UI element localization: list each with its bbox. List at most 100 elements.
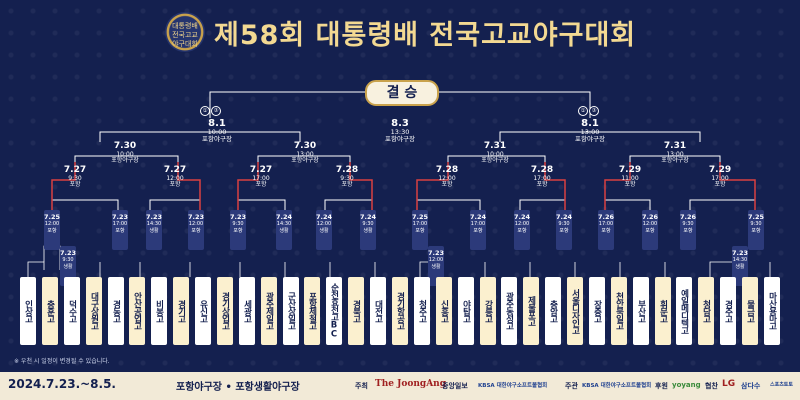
team-name: 휘문고 [655, 277, 671, 345]
game-venue: 포항 [191, 228, 201, 234]
rain-note: ※ 우천 시 일정이 변경될 수 있습니다. [14, 358, 110, 365]
game-date: 7.27 [163, 165, 187, 175]
game-time: 17:00 [533, 174, 551, 182]
game-venue: 생활 [431, 264, 441, 270]
team-name: 신흥고 [436, 277, 452, 345]
logo-text-1: 대통령배 [172, 22, 198, 30]
game-venue: 포항 [601, 228, 611, 234]
game-time: 17:00 [470, 221, 486, 227]
game-time: 17:00 [598, 221, 614, 227]
game-date: 7.23 [732, 249, 749, 257]
game-date: 7.27 [63, 165, 87, 175]
team-name: 인상고 [20, 277, 36, 345]
game-date: 7.24 [360, 213, 377, 221]
game-date: 8.1 [581, 118, 599, 129]
first-round-game: 7.23 12:00 생활 [428, 246, 444, 286]
team-name: 대전고 [370, 277, 386, 345]
team-name: 경기상업고 [217, 277, 233, 345]
team-name: 충훈고 [42, 277, 58, 345]
first-round-game: 7.23 14:30 생활 [732, 246, 748, 286]
game-venue: 포항 [517, 228, 527, 234]
game-time: 12:00 [438, 174, 456, 182]
game-venue: 포항 [233, 228, 243, 234]
game-date: 7.28 [435, 165, 459, 175]
logo-text-2: 전국고교 [172, 31, 198, 39]
game-venue: 생활 [279, 228, 289, 234]
game-venue: 포항야구장 [575, 135, 605, 144]
team-name: 경주고 [720, 277, 736, 345]
game-time: 12:00 [44, 221, 60, 227]
game-time: 13:00 [666, 150, 684, 158]
sponsor-toto: 스포츠토토 [770, 382, 794, 388]
first-round-game: 7.24 17:00 포항 [470, 210, 486, 250]
team-name: 강릉고 [480, 277, 496, 345]
round16-game-6: 7.28 17:00 포항 [517, 165, 567, 189]
game-time: 9:30 [62, 257, 74, 263]
team-name: 덕수고 [64, 277, 80, 345]
game-date: 7.31 [663, 141, 687, 151]
footer: 2024.7.23.~8.5. 포항야구장 • 포항생활야구장 주최 The J… [0, 372, 800, 400]
final-game: 8.3 13:30 포항야구장 [375, 118, 425, 143]
game-time: 10:00 [116, 150, 134, 158]
team-name: 청담고 [698, 277, 714, 345]
game-venue: 포항야구장 [202, 135, 232, 144]
first-round-game: 7.24 9:30 포항 [556, 210, 572, 250]
first-round-game: 7.24 14:30 생활 [276, 210, 292, 250]
round16-game-5: 7.28 12:00 포항 [422, 165, 472, 189]
game-date: 7.30 [113, 141, 137, 151]
game-venue: 생활 [149, 228, 159, 234]
game-venue: 포항 [559, 228, 569, 234]
sponsor-lg: LG [722, 379, 736, 389]
game-date: 8.1 [208, 118, 226, 129]
team-name: 광주제일고 [261, 277, 277, 345]
game-date: 7.26 [598, 213, 615, 221]
first-round-game: 7.25 17:00 포항 [412, 210, 428, 250]
support-label: 후원 [655, 382, 668, 390]
team-name: 안산공업고 [129, 277, 145, 345]
team-name: 경기항공고 [392, 277, 408, 345]
page-title: 제58회 대통령배 전국고교야구대회 [214, 20, 637, 51]
game-time: 13:30 [390, 128, 410, 136]
team-name: 청주고 [414, 277, 430, 345]
game-date: 7.23 [60, 249, 77, 257]
game-date: 7.29 [618, 165, 642, 175]
game-date: 7.30 [293, 141, 317, 151]
team-name: 군산상일고 [283, 277, 299, 345]
game-venue: 포항 [645, 228, 655, 234]
team-name: 대구상원고 [86, 277, 102, 345]
game-date: 7.23 [146, 213, 163, 221]
first-round-game: 7.26 9:30 포항 [680, 210, 696, 250]
game-date: 7.24 [316, 213, 333, 221]
team-name: 부산고 [633, 277, 649, 345]
seed-circle: ① [200, 106, 210, 116]
first-round-game: 7.26 17:00 포항 [598, 210, 614, 250]
first-round-game: 7.24 12:00 생활 [316, 210, 332, 250]
game-venue: 생활 [363, 228, 373, 234]
quarterfinal-3: 7.31 10:00 포항야구장 [470, 141, 520, 165]
team-name: 충암고 [545, 277, 561, 345]
game-date: 7.26 [680, 213, 697, 221]
sponsor-joongang: The JoongAng [375, 379, 447, 389]
round16-game-2: 7.27 12:00 포항 [150, 165, 200, 189]
game-date: 7.24 [470, 213, 487, 221]
game-time: 10:00 [486, 150, 504, 158]
team-name: 경북고 [348, 277, 364, 345]
game-date: 7.27 [249, 165, 273, 175]
first-round-game: 7.24 9:30 생활 [360, 210, 376, 250]
game-venue: 포항 [441, 181, 453, 189]
round16-game-3: 7.27 17:00 포항 [236, 165, 286, 189]
game-date: 7.24 [514, 213, 531, 221]
tournament-venue: 포항야구장 • 포항생활야구장 [176, 382, 300, 393]
game-venue: 포항 [47, 228, 57, 234]
game-date: 7.25 [748, 213, 765, 221]
team-name: 비봉고 [151, 277, 167, 345]
team-name: 야탑고 [458, 277, 474, 345]
team-name: 유신고 [195, 277, 211, 345]
game-time: 9:30 [68, 174, 82, 182]
round16-game-4: 7.28 9:30 포항 [322, 165, 372, 189]
organizer-kbsa: KBSA 대한야구소프트볼협회 [582, 383, 652, 389]
first-round-game: 7.23 9:30 포항 [230, 210, 246, 250]
game-venue: 포항야구장 [385, 135, 415, 144]
game-time: 13:00 [296, 150, 314, 158]
